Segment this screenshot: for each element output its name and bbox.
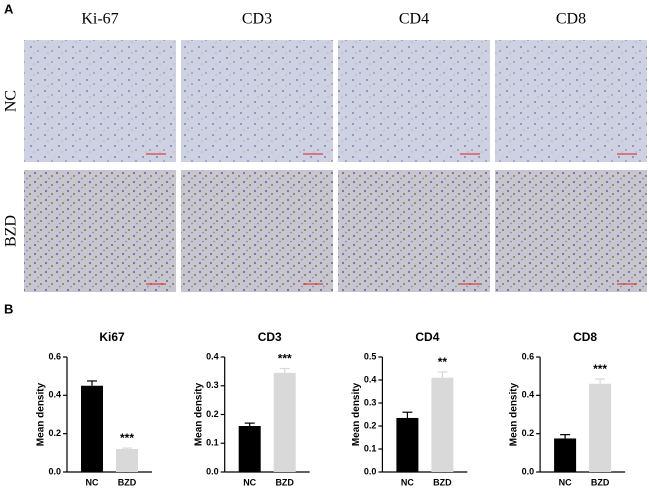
y-tick-label: 0.3: [206, 380, 219, 390]
y-tick-label: 0.2: [522, 428, 535, 438]
micrograph: [181, 40, 333, 162]
y-axis-label: Mean density: [193, 382, 204, 446]
y-tick-label: 0.0: [48, 466, 61, 476]
x-tick-label: NC: [243, 477, 256, 487]
significance: **: [438, 355, 448, 369]
bar: [396, 417, 419, 472]
x-tick-label: NC: [401, 477, 414, 487]
panel-label: A: [4, 1, 14, 16]
x-tick-label: BZD: [118, 477, 137, 487]
x-tick-label: BZD: [433, 477, 452, 487]
y-tick-label: 0.6: [522, 351, 535, 361]
y-tick-label: 0.2: [48, 428, 61, 438]
significance: ***: [278, 352, 292, 366]
chart-title: CD8: [573, 330, 597, 344]
chart-title: CD4: [415, 330, 439, 344]
column-title: Ki-67: [81, 11, 118, 28]
chart-title: CD3: [258, 330, 282, 344]
bar: [554, 438, 577, 472]
x-tick-label: BZD: [591, 477, 610, 487]
bar: [431, 377, 454, 472]
y-tick-label: 0.4: [364, 374, 377, 384]
bar: [238, 426, 261, 472]
column-title: CD4: [399, 11, 429, 28]
micrograph: [495, 40, 647, 162]
y-tick-label: 0.5: [364, 351, 377, 361]
bar: [273, 372, 296, 472]
x-tick-label: NC: [559, 477, 572, 487]
y-tick-label: 0.2: [206, 409, 219, 419]
y-tick-label: 0.4: [522, 390, 535, 400]
bar: [589, 383, 612, 472]
column-title: CD3: [242, 11, 272, 28]
chart-title: Ki67: [99, 330, 125, 344]
y-tick-label: 0.1: [206, 438, 219, 448]
y-tick-label: 0.0: [364, 466, 377, 476]
y-tick-label: 0.0: [522, 466, 535, 476]
micrograph: [495, 170, 647, 292]
micrograph: [24, 170, 176, 292]
y-axis-label: Mean density: [36, 382, 47, 446]
micrograph: [181, 170, 333, 292]
y-tick-label: 0.1: [364, 443, 377, 453]
y-tick-label: 0.6: [48, 351, 61, 361]
x-tick-label: BZD: [275, 477, 294, 487]
y-tick-label: 0.2: [364, 420, 377, 430]
bar: [116, 449, 138, 472]
y-axis-label: Mean density: [509, 382, 520, 446]
y-tick-label: 0.4: [48, 390, 61, 400]
row-label: BZD: [3, 215, 20, 247]
y-axis-label: Mean density: [351, 382, 362, 446]
panel-label: B: [4, 301, 13, 316]
micrograph: [338, 40, 490, 162]
x-tick-label: NC: [86, 477, 99, 487]
y-tick-label: 0.3: [364, 397, 377, 407]
y-tick-label: 0.0: [206, 466, 219, 476]
bar: [81, 385, 103, 472]
micrograph: [338, 170, 490, 292]
row-label: NC: [3, 90, 20, 112]
micrograph: [24, 40, 176, 162]
y-tick-label: 0.4: [206, 351, 219, 361]
significance: ***: [120, 431, 134, 445]
column-title: CD8: [556, 11, 586, 28]
significance: ***: [593, 362, 607, 376]
